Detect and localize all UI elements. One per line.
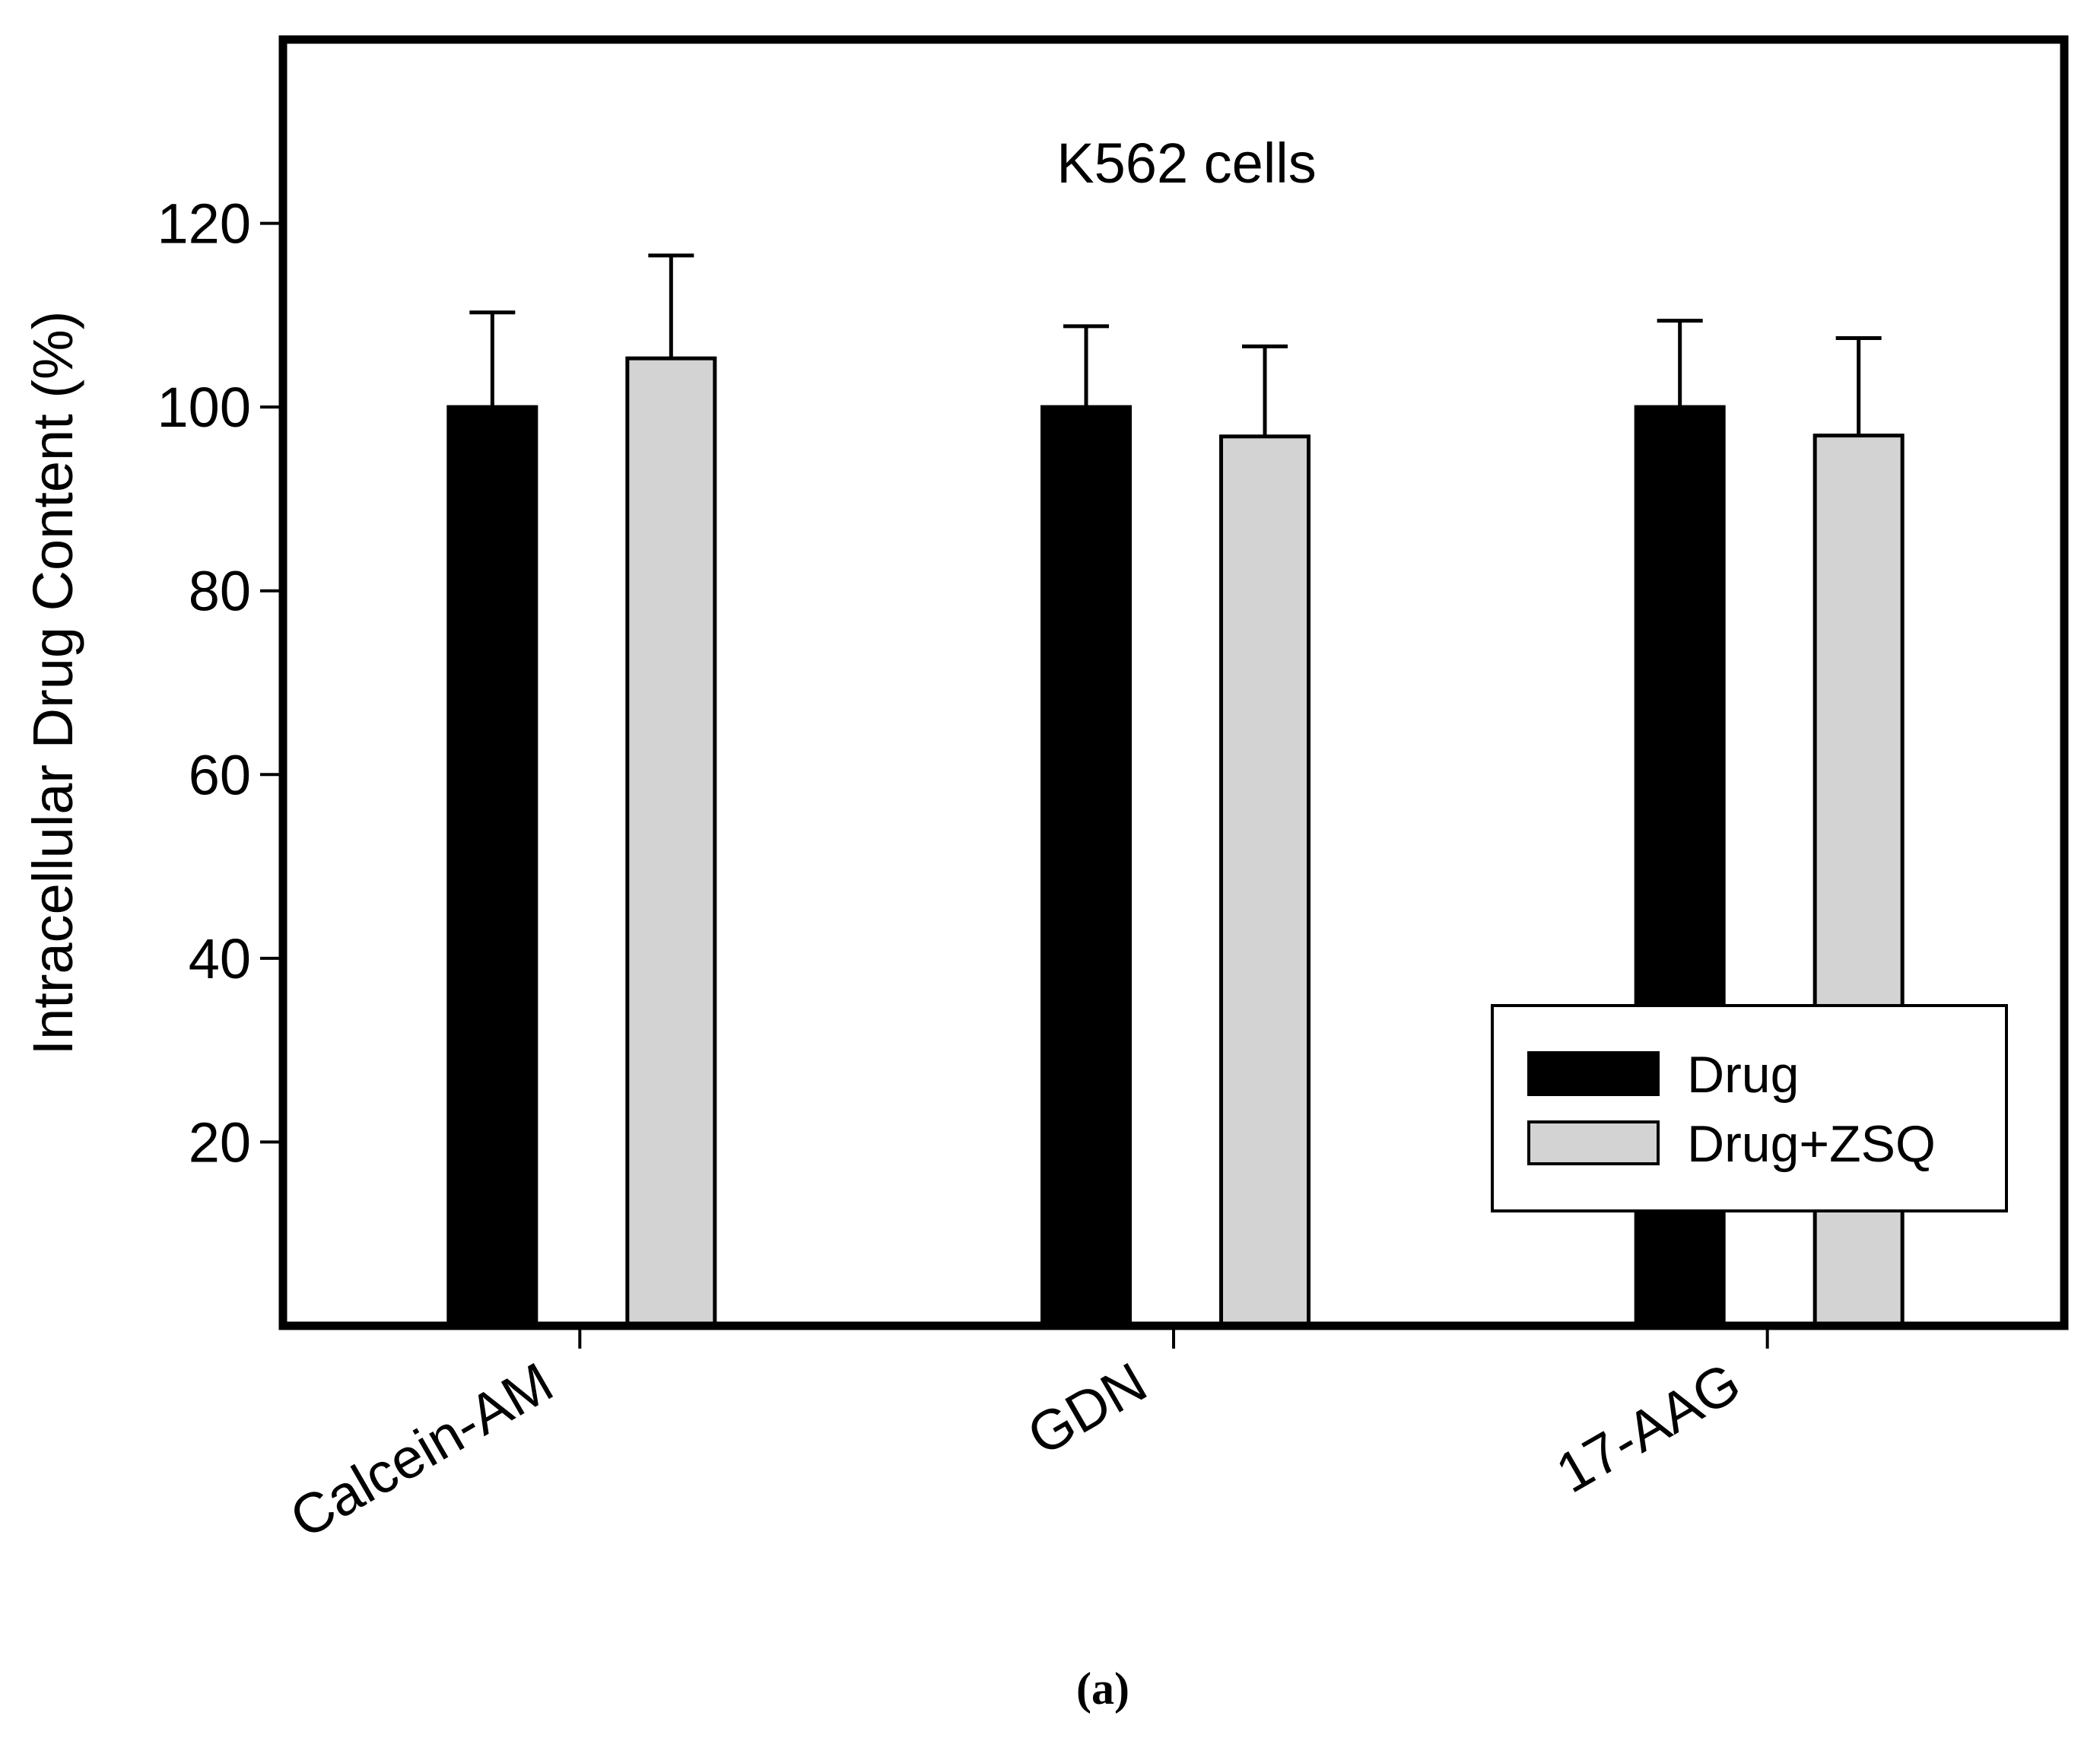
y-tick-label-60: 60 — [189, 743, 251, 806]
bar-drug-zsq-calcein-am — [625, 356, 717, 1328]
x-tick-label-17-aag: 17-AAG — [1546, 1350, 1750, 1505]
y-tick-label-40: 40 — [189, 927, 251, 990]
bar-drug-calcein-am — [446, 405, 539, 1328]
legend-label-drug: Drug — [1687, 1046, 1799, 1104]
y-axis-title: Intracellular Drug Content (%) — [21, 311, 84, 1056]
error-bars-layer — [469, 253, 1882, 437]
y-tick-label-80: 80 — [189, 560, 251, 623]
x-tick-label-calcein-am: Calcein-AM — [280, 1350, 564, 1550]
x-axis: Calcein-AM GDN 17-AAG — [280, 1326, 1769, 1550]
y-axis: 20 40 60 80 100 120 — [157, 192, 283, 1174]
bar-drug-zsq-gdn — [1219, 434, 1311, 1328]
legend: Drug Drug+ZSQ — [1491, 1004, 2008, 1212]
legend-swatch-drug — [1527, 1051, 1660, 1096]
legend-box — [1491, 1004, 2008, 1212]
y-tick-label-100: 100 — [157, 376, 251, 439]
bar-drug-gdn — [1040, 405, 1132, 1328]
legend-label-drug-zsq: Drug+ZSQ — [1687, 1115, 1936, 1173]
y-tick-label-120: 120 — [157, 192, 251, 256]
x-tick-label-gdn: GDN — [1017, 1350, 1157, 1467]
chart-title: K562 cells — [1056, 132, 1316, 195]
y-tick-label-20: 20 — [189, 1111, 251, 1174]
panel-label: (a) — [1076, 1664, 1129, 1714]
legend-swatch-drug-zsq — [1527, 1120, 1660, 1165]
